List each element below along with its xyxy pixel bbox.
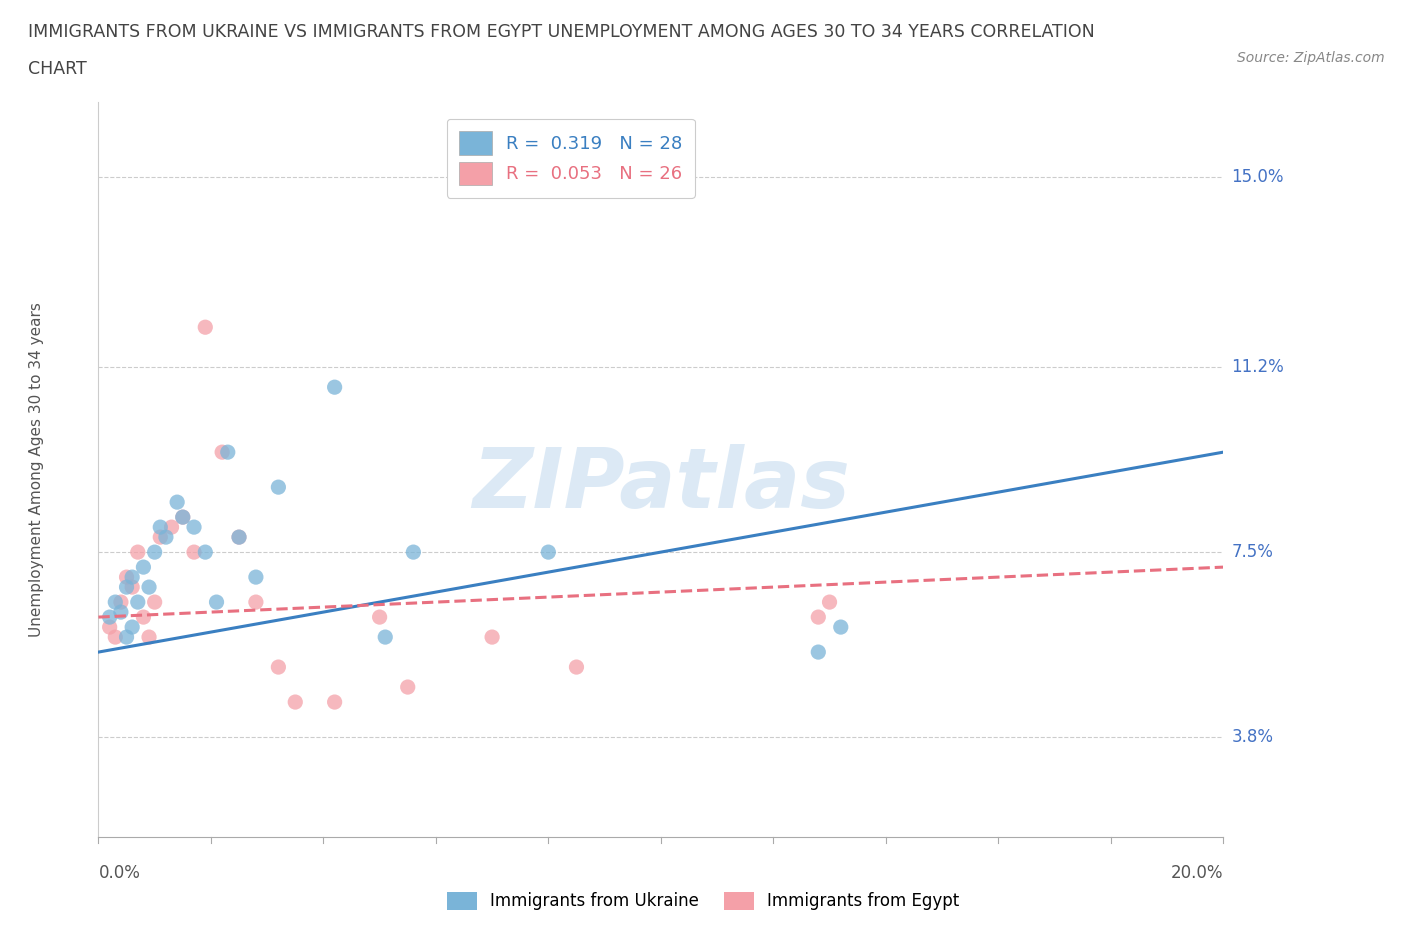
Point [830,619,852,634]
Point [245,570,267,585]
Point [166,495,188,510]
Text: ZIPatlas: ZIPatlas [472,444,849,525]
Legend: Immigrants from Ukraine, Immigrants from Egypt: Immigrants from Ukraine, Immigrants from… [440,885,966,917]
Text: CHART: CHART [28,60,87,78]
Point [228,530,250,545]
Point [537,545,560,560]
Point [104,594,127,609]
Point [183,520,205,535]
Point [121,579,143,594]
Text: 15.0%: 15.0% [1232,168,1284,186]
Point [110,594,132,609]
Point [284,695,307,710]
Point [368,610,391,625]
Point [132,560,155,575]
Point [267,659,290,674]
Point [149,530,172,545]
Point [402,545,425,560]
Point [194,545,217,560]
Point [115,579,138,594]
Point [104,630,127,644]
Point [121,619,143,634]
Text: 3.8%: 3.8% [1232,728,1274,746]
Point [807,610,830,625]
Point [217,445,239,459]
Point [183,545,205,560]
Point [115,570,138,585]
Point [481,630,503,644]
Point [127,545,149,560]
Point [110,604,132,619]
Text: 0.0%: 0.0% [98,865,141,883]
Text: 7.5%: 7.5% [1232,543,1274,561]
Point [172,510,194,525]
Point [323,695,346,710]
Point [98,610,121,625]
Point [565,659,588,674]
Point [149,520,172,535]
Point [374,630,396,644]
Point [127,594,149,609]
Point [138,579,160,594]
Point [267,480,290,495]
Text: Unemployment Among Ages 30 to 34 years: Unemployment Among Ages 30 to 34 years [30,302,44,637]
Point [245,594,267,609]
Point [172,510,194,525]
Text: IMMIGRANTS FROM UKRAINE VS IMMIGRANTS FROM EGYPT UNEMPLOYMENT AMONG AGES 30 TO 3: IMMIGRANTS FROM UKRAINE VS IMMIGRANTS FR… [28,23,1095,41]
Point [138,630,160,644]
Point [121,570,143,585]
Point [323,379,346,394]
Point [228,530,250,545]
Point [818,594,841,609]
Point [98,619,121,634]
Point [160,520,183,535]
Text: 11.2%: 11.2% [1232,358,1284,377]
Point [211,445,233,459]
Point [132,610,155,625]
Text: 20.0%: 20.0% [1171,865,1223,883]
Point [807,644,830,659]
Point [396,680,419,695]
Point [194,320,217,335]
Point [143,545,166,560]
Point [205,594,228,609]
Text: Source: ZipAtlas.com: Source: ZipAtlas.com [1237,51,1385,65]
Point [143,594,166,609]
Point [115,630,138,644]
Legend: R =  0.319   N = 28, R =  0.053   N = 26: R = 0.319 N = 28, R = 0.053 N = 26 [447,119,695,197]
Point [155,530,177,545]
